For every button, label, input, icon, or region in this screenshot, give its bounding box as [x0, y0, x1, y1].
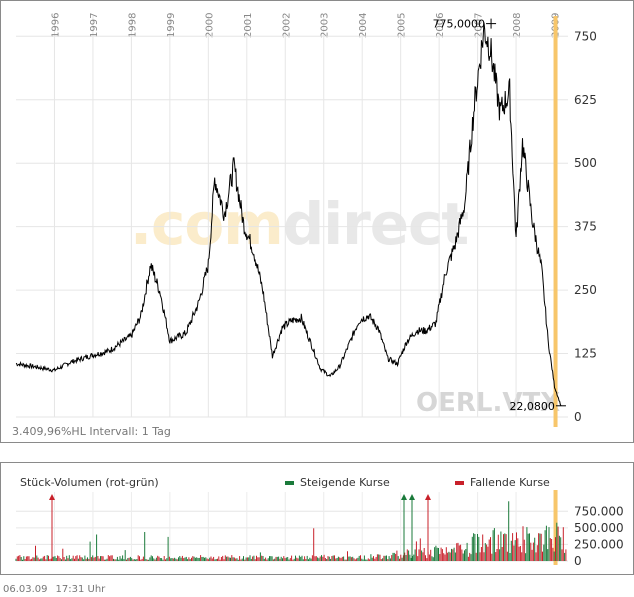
volume-bars: [15, 501, 567, 561]
price-line: [15, 22, 562, 406]
y-tick-label: 250: [574, 283, 597, 297]
x-tick-label: 2006: [435, 13, 446, 38]
legend-falling-swatch: [455, 481, 464, 485]
footer-timestamp: 06.03.09 17:31 Uhr: [3, 584, 113, 595]
y-tick-label: 375: [574, 220, 597, 234]
clip-arrow-icon: [409, 494, 415, 500]
current-year-band: [553, 16, 558, 427]
clip-arrow-icon: [401, 494, 407, 500]
x-tick-label: 1999: [166, 13, 177, 38]
volume-chart: 750.000 500.000 250.000 0: [15, 490, 624, 568]
x-tick-label: 1997: [89, 13, 100, 38]
x-tick-label: 1996: [50, 13, 61, 38]
x-tick-label: 2002: [281, 13, 292, 38]
min-label: 22,0800: [509, 400, 555, 413]
x-tick-label: 2003: [320, 13, 331, 38]
clip-arrow-icon: [425, 494, 431, 500]
vol-tick-label: 0: [574, 554, 582, 568]
vol-tick-label: 250.000: [574, 537, 624, 551]
x-tick-label: 2000: [204, 13, 215, 38]
footer-date: 06.03.09: [3, 584, 48, 595]
vol-current-year-band: [553, 490, 558, 565]
y-tick-label: 125: [574, 347, 597, 361]
x-tick-label: 2007: [474, 13, 485, 38]
y-tick-label: 750: [574, 29, 597, 43]
x-tick-label: 2008: [512, 13, 523, 38]
legend-falling: Fallende Kurse: [455, 476, 550, 489]
price-chart: 1996 1997 1998 1999 2000 2001 2002 2003 2004 2005…: [15, 13, 597, 427]
y-tick-label: 500: [574, 156, 597, 170]
max-label: 775,0000: [433, 18, 486, 31]
x-tick-label: 2001: [243, 13, 254, 38]
x-tick-label: 2004: [358, 13, 369, 38]
y-tick-label: 625: [574, 93, 597, 107]
legend-rising-swatch: [285, 481, 294, 485]
interval-info: 3.409,96%HL Intervall: 1 Tag: [12, 425, 171, 438]
volume-title: Stück-Volumen (rot-grün): [20, 476, 159, 489]
price-chart-panel: [0, 0, 634, 443]
footer-time: 17:31 Uhr: [55, 584, 106, 595]
y-tick-label: 0: [574, 410, 582, 424]
x-tick-label: 2005: [397, 13, 408, 38]
x-tick-label: 1998: [127, 13, 138, 38]
vol-tick-label: 500.000: [574, 521, 624, 535]
ticker-watermark: OERL.VTX: [416, 388, 561, 418]
legend-rising: Steigende Kurse: [285, 476, 390, 489]
comdirect-watermark: .comdirect: [130, 190, 469, 258]
clip-arrow-icon: [49, 494, 55, 500]
vol-tick-label: 750.000: [574, 504, 624, 518]
